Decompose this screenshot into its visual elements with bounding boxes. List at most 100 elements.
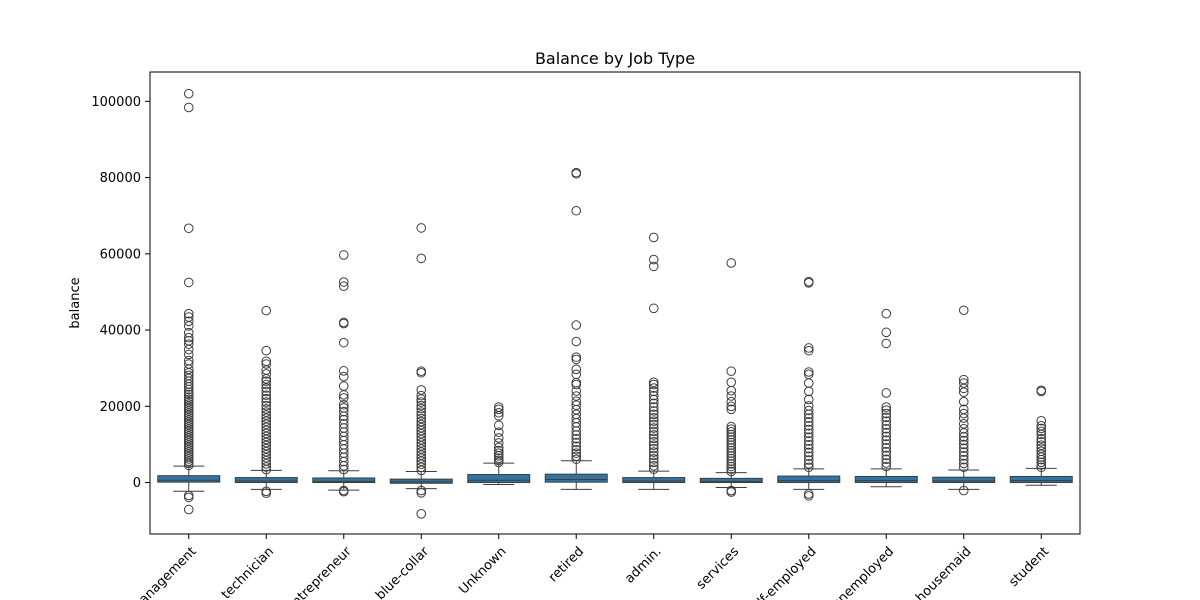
- outlier-point: [338, 456, 349, 467]
- outlier-point: [183, 456, 194, 466]
- outlier-point: [261, 404, 272, 414]
- outlier-point: [571, 433, 582, 444]
- outlier-point: [1036, 423, 1047, 434]
- outlier-point: [493, 438, 504, 448]
- outlier-point: [648, 433, 659, 444]
- outlier-point: [183, 424, 194, 434]
- outlier-point: [416, 385, 427, 395]
- outlier-point: [881, 338, 892, 349]
- outlier-point: [183, 431, 194, 441]
- outlier-point: [183, 454, 194, 464]
- outlier-point: [726, 464, 737, 474]
- outlier-point: [183, 382, 194, 392]
- outlier-point: [416, 413, 427, 424]
- x-tick-label: technician: [219, 544, 277, 600]
- x-tick-label: entrepreneur: [283, 544, 355, 600]
- outlier-point: [416, 425, 427, 436]
- outlier-point: [648, 390, 659, 401]
- outlier-point: [1036, 429, 1047, 440]
- outlier-point: [338, 460, 349, 471]
- outlier-point: [416, 394, 427, 404]
- outlier-point: [648, 464, 659, 474]
- outlier-point: [338, 464, 349, 475]
- outlier-point: [338, 277, 349, 287]
- outlier-point: [183, 422, 194, 432]
- outlier-point: [416, 488, 427, 498]
- outlier-point: [416, 435, 427, 445]
- outlier-point: [183, 392, 194, 402]
- outlier-point: [648, 254, 659, 265]
- outlier-point: [803, 462, 814, 473]
- outlier-point: [958, 447, 969, 457]
- outlier-point: [881, 412, 892, 423]
- outlier-point: [416, 419, 427, 430]
- outlier-point: [338, 411, 349, 422]
- outlier-point: [183, 408, 194, 418]
- outlier-point: [648, 443, 659, 454]
- outlier-point: [726, 461, 737, 472]
- outlier-point: [726, 404, 737, 415]
- outlier-point: [881, 423, 892, 434]
- outlier-point: [726, 456, 737, 466]
- box-group-services: [699, 258, 763, 497]
- outlier-point: [571, 451, 582, 462]
- outlier-point: [571, 454, 582, 465]
- outlier-point: [416, 403, 427, 414]
- chart-title: Balance by Job Type: [535, 49, 695, 68]
- outlier-point: [571, 422, 582, 432]
- outlier-point: [648, 460, 659, 471]
- outlier-point: [183, 447, 194, 457]
- outlier-point: [881, 443, 892, 453]
- outlier-point: [493, 453, 504, 463]
- outlier-point: [183, 344, 194, 355]
- outlier-point: [803, 343, 814, 353]
- outlier-point: [261, 413, 272, 423]
- outlier-point: [416, 485, 427, 496]
- outlier-point: [648, 419, 659, 430]
- outlier-point: [648, 440, 659, 450]
- outlier-point: [183, 339, 194, 349]
- outlier-point: [493, 404, 504, 415]
- outlier-point: [648, 457, 659, 468]
- outlier-point: [493, 433, 504, 443]
- box-iqr: [699, 477, 763, 484]
- y-tick-label: 100000: [91, 95, 141, 110]
- outlier-point: [416, 447, 427, 457]
- outlier-point: [183, 316, 194, 327]
- outlier-point: [416, 410, 427, 420]
- outlier-point: [261, 390, 272, 401]
- outlier-point: [648, 447, 659, 457]
- outlier-point: [648, 394, 659, 405]
- outlier-point: [493, 457, 504, 468]
- outlier-point: [726, 435, 737, 445]
- outlier-point: [183, 389, 194, 400]
- outlier-point: [803, 436, 814, 446]
- outlier-point: [881, 308, 892, 319]
- outlier-point: [261, 440, 272, 451]
- outlier-point: [726, 451, 737, 461]
- outlier-point: [571, 352, 582, 362]
- outlier-point: [726, 445, 737, 456]
- box-group-unemployed: [854, 308, 918, 488]
- outlier-point: [416, 422, 427, 433]
- outlier-point: [261, 393, 272, 404]
- box-group-admin-: [622, 232, 686, 490]
- outlier-point: [958, 451, 969, 461]
- outlier-point: [261, 374, 272, 384]
- outlier-point: [261, 434, 272, 445]
- outlier-point: [803, 491, 814, 501]
- box-group-unknown: [467, 402, 531, 485]
- outlier-point: [881, 431, 892, 442]
- outlier-point: [803, 432, 814, 442]
- outlier-point: [648, 454, 659, 464]
- y-tick-label: 0: [133, 476, 141, 491]
- outlier-point: [803, 345, 814, 356]
- outlier-point: [958, 423, 969, 434]
- box-group-student: [1009, 385, 1073, 486]
- outlier-point: [881, 461, 892, 472]
- outlier-point: [183, 428, 194, 439]
- outlier-point: [881, 454, 892, 465]
- y-tick-label: 80000: [100, 171, 141, 186]
- outlier-point: [183, 426, 194, 437]
